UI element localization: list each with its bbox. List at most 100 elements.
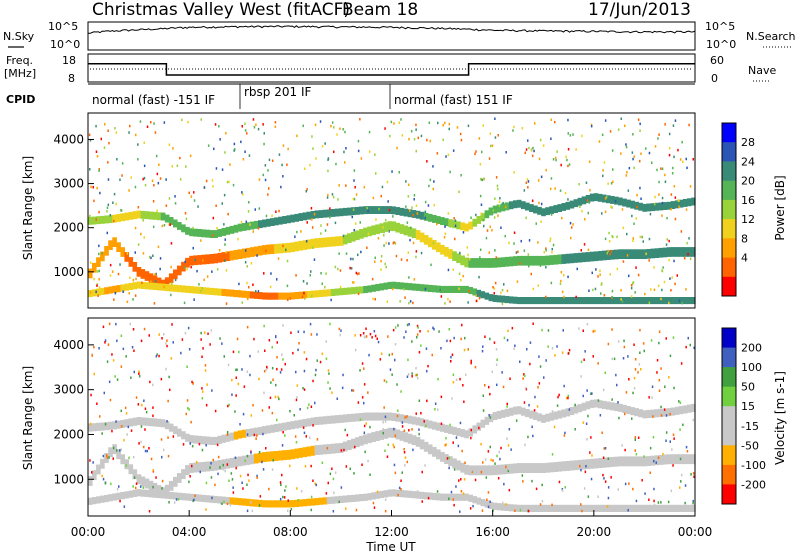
velocity-layer-speckle — [519, 360, 521, 363]
velocity-layer-cell — [444, 454, 449, 464]
power-layer-speckle — [488, 251, 490, 254]
velocity-layer-cell — [92, 497, 97, 505]
velocity-layer-cell — [472, 425, 477, 434]
velocity-layer-speckle — [236, 337, 239, 341]
velocity-layer-speckle — [128, 456, 130, 460]
power-y-axis-label: Slant Range [km] — [21, 156, 35, 260]
velocity-layer-cell — [411, 416, 417, 425]
velocity-layer-speckle — [461, 323, 463, 327]
power-layer-cell — [270, 292, 275, 300]
power-layer-cell — [290, 214, 295, 223]
velocity-layer-speckle — [660, 414, 663, 417]
velocity-layer-cell — [521, 463, 526, 473]
velocity-layer-speckle — [459, 510, 461, 513]
power-layer-speckle — [183, 301, 186, 305]
power-layer-speckle — [174, 195, 176, 198]
power-layer-speckle — [639, 159, 641, 163]
power-layer-speckle — [494, 136, 497, 139]
velocity-layer-cell — [634, 408, 639, 417]
power-layer-speckle — [468, 290, 470, 293]
power-layer-speckle — [168, 143, 171, 146]
velocity-layer-speckle — [316, 438, 319, 441]
power-layer-speckle — [654, 195, 656, 199]
velocity-layer-speckle — [295, 441, 298, 444]
power-layer-speckle — [628, 166, 631, 170]
power-layer-cell — [241, 223, 247, 231]
power-layer-speckle — [107, 161, 109, 164]
velocity-layer-speckle — [607, 342, 610, 346]
power-layer-cell — [318, 289, 324, 297]
velocity-layer-cell — [391, 412, 397, 421]
power-layer-cell — [278, 292, 283, 300]
velocity-layer-speckle — [551, 410, 554, 413]
velocity-layer-speckle — [246, 509, 249, 513]
velocity-layer-speckle — [156, 353, 158, 356]
power-layer-cell — [678, 199, 684, 208]
velocity-layer-speckle — [234, 456, 237, 459]
power-layer-cell — [104, 215, 109, 224]
power-layer-cell — [294, 292, 299, 300]
power-layer-speckle — [352, 208, 355, 211]
velocity-layer-speckle — [149, 380, 151, 384]
velocity-layer-speckle — [606, 505, 609, 508]
power-layer-cell — [355, 206, 360, 215]
velocity-layer-cell — [549, 412, 554, 421]
velocity-layer-speckle — [445, 436, 447, 440]
velocity-layer-speckle — [392, 328, 395, 332]
power-layer-speckle — [673, 155, 675, 159]
power-layer-cell — [456, 253, 461, 264]
power-layer-cell — [573, 297, 579, 305]
power-layer-cell — [650, 297, 656, 305]
velocity-layer-speckle — [462, 492, 465, 495]
power-layer-cell — [407, 227, 413, 237]
velocity-layer-speckle — [533, 409, 536, 412]
power-layer-cell — [144, 271, 150, 281]
power-layer-cell — [432, 240, 437, 250]
velocity-layer-speckle — [198, 467, 200, 471]
velocity-layer-speckle — [138, 375, 141, 378]
velocity-layer-speckle — [589, 451, 591, 454]
velocity-layer-cell — [654, 409, 660, 418]
velocity-layer-cell — [472, 465, 477, 476]
power-layer-cell — [148, 282, 154, 290]
velocity-layer-speckle — [493, 341, 496, 344]
power-layer-speckle — [280, 185, 282, 189]
power-layer-speckle — [336, 133, 338, 136]
power-layer-cell — [561, 297, 567, 305]
power-layer-speckle — [651, 161, 653, 164]
velocity-layer-cell — [403, 415, 409, 424]
velocity-layer-cell — [622, 404, 627, 413]
velocity-layer-speckle — [296, 396, 298, 399]
velocity-layer-cell — [488, 465, 494, 476]
power-layer-cell — [108, 215, 113, 224]
power-layer-speckle — [309, 274, 311, 277]
velocity-layer-speckle — [166, 344, 168, 348]
velocity-layer-speckle — [363, 424, 366, 428]
velocity-layer-cell — [298, 419, 303, 428]
power-layer-cell — [448, 219, 453, 228]
power-layer-speckle — [334, 265, 337, 269]
power-layer-speckle — [665, 243, 668, 246]
velocity-layer-speckle — [501, 371, 503, 374]
velocity-layer-speckle — [272, 378, 274, 381]
velocity-layer-speckle — [553, 425, 556, 429]
power-layer-speckle — [385, 241, 387, 245]
power-layer-speckle — [198, 232, 200, 235]
velocity-layer-speckle — [567, 352, 570, 355]
velocity-layer-speckle — [316, 359, 318, 362]
velocity-layer-cell — [132, 469, 138, 480]
power-layer-cell — [646, 297, 651, 305]
velocity-layer-speckle — [145, 410, 148, 414]
freq-label: Freq. — [6, 54, 33, 67]
velocity-layer-speckle — [628, 378, 630, 381]
power-layer-speckle — [130, 176, 132, 179]
power-layer-cell — [152, 211, 158, 220]
power-layer-speckle — [269, 285, 272, 289]
power-layer-cell — [460, 255, 465, 266]
velocity-layer-speckle — [125, 355, 127, 358]
velocity-layer-speckle — [660, 501, 662, 504]
power-layer-speckle — [415, 149, 417, 153]
power-layer-speckle — [650, 288, 652, 291]
velocity-heatmap — [88, 322, 696, 513]
power-layer-cell — [407, 283, 413, 291]
